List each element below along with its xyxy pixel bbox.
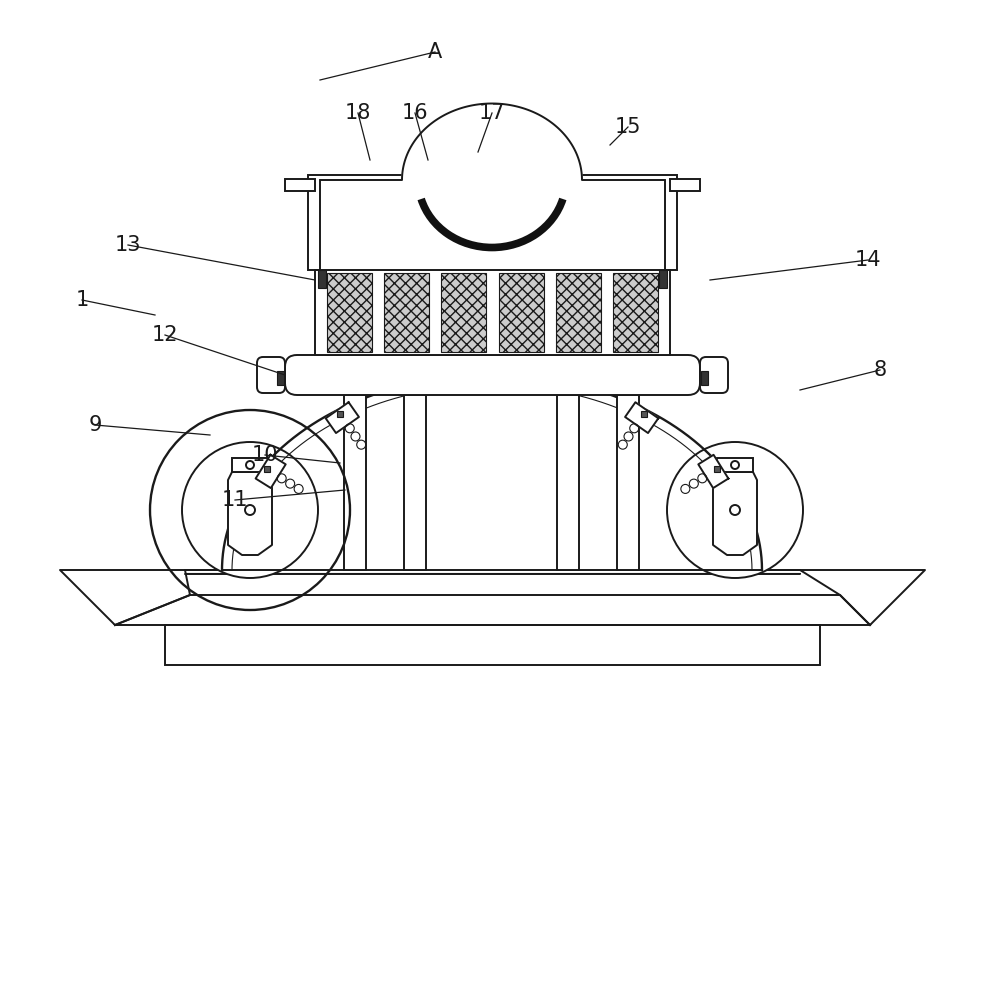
Polygon shape (256, 455, 286, 488)
Bar (384, 273, 429, 352)
Bar (556, 273, 601, 352)
Bar (285, 179, 315, 191)
Text: 11: 11 (222, 490, 248, 510)
Circle shape (182, 442, 318, 578)
Text: 8: 8 (874, 360, 887, 380)
Circle shape (246, 461, 254, 469)
Bar (404, 395, 426, 570)
Bar (308, 175, 677, 270)
Bar (714, 466, 720, 472)
Bar (659, 270, 667, 288)
Circle shape (731, 461, 739, 469)
Polygon shape (60, 570, 190, 625)
FancyBboxPatch shape (285, 355, 700, 395)
Bar (670, 179, 700, 191)
Polygon shape (713, 472, 757, 555)
Bar (617, 395, 639, 570)
Bar (498, 273, 544, 352)
Polygon shape (326, 402, 359, 433)
Bar (717, 458, 753, 472)
Bar (327, 273, 372, 352)
Bar (613, 273, 658, 352)
Bar (337, 411, 343, 417)
Bar (641, 411, 647, 417)
Text: 17: 17 (479, 103, 505, 123)
Text: 13: 13 (114, 235, 141, 255)
Bar (165, 625, 820, 665)
Text: 9: 9 (89, 415, 101, 435)
Circle shape (238, 498, 262, 522)
Bar (344, 395, 366, 570)
Text: 12: 12 (152, 325, 178, 345)
Bar (441, 273, 487, 352)
Polygon shape (698, 455, 728, 488)
Bar (320, 180, 362, 270)
Circle shape (730, 505, 740, 515)
Text: 18: 18 (345, 103, 371, 123)
Bar (315, 270, 670, 355)
Text: 14: 14 (855, 250, 882, 270)
Bar (318, 270, 326, 288)
Circle shape (245, 505, 255, 515)
Polygon shape (320, 104, 665, 270)
Bar (623, 180, 665, 270)
FancyBboxPatch shape (700, 357, 728, 393)
Bar (264, 466, 270, 472)
Bar (232, 458, 268, 472)
Polygon shape (115, 595, 870, 625)
Text: A: A (427, 42, 442, 62)
Bar (557, 395, 579, 570)
Text: 1: 1 (76, 290, 89, 310)
Polygon shape (228, 472, 272, 555)
Polygon shape (800, 570, 925, 625)
Bar (277, 371, 284, 385)
Polygon shape (625, 402, 658, 433)
Text: 16: 16 (402, 103, 428, 123)
Text: 10: 10 (252, 445, 278, 465)
FancyBboxPatch shape (257, 357, 285, 393)
Bar (701, 371, 708, 385)
Polygon shape (222, 375, 762, 570)
Circle shape (667, 442, 803, 578)
Circle shape (723, 498, 747, 522)
Text: 15: 15 (615, 117, 641, 137)
